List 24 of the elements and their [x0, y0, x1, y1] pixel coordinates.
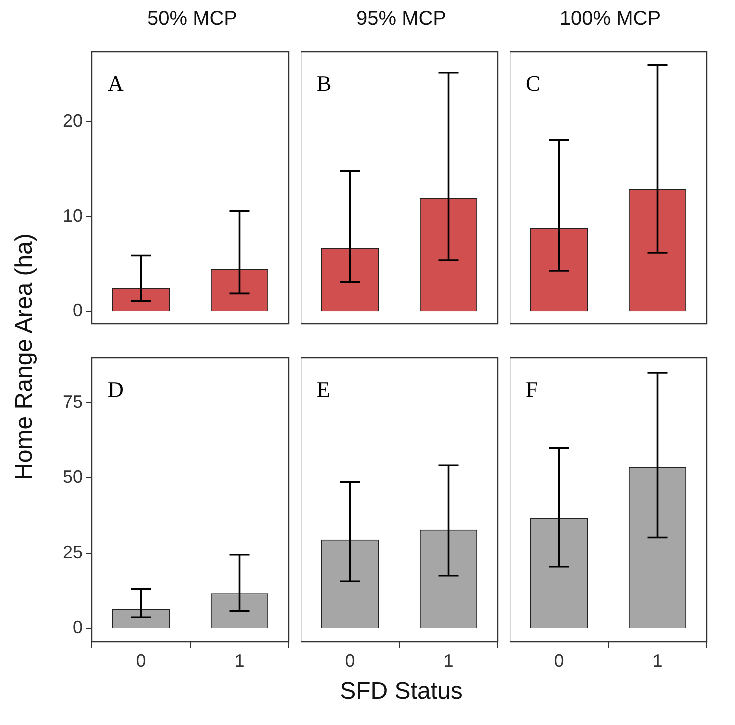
- y-tick-label: 50: [62, 467, 83, 488]
- x-tick-label: 0: [345, 650, 356, 671]
- x-axis-title: SFD Status: [339, 678, 464, 706]
- y-tick-label: 0: [72, 300, 83, 321]
- x-tick-label: 1: [234, 650, 245, 671]
- x-tick-label: 0: [136, 650, 146, 671]
- annotation: C: [526, 70, 541, 96]
- x-tick-label: 0: [554, 650, 564, 671]
- y-axis-title: Home Range Area (ha): [11, 234, 39, 480]
- x-tick-label: 1: [444, 650, 454, 671]
- chart-title: 50% MCP: [146, 8, 239, 32]
- annotation: A: [108, 70, 124, 96]
- y-tick-label: 10: [62, 206, 83, 226]
- annotation: B: [317, 70, 332, 96]
- y-tick-label: 75: [62, 392, 83, 412]
- y-tick-label: 25: [62, 542, 83, 562]
- chart-title: 95% MCP: [355, 8, 448, 32]
- y-tick-label: 20: [62, 111, 83, 132]
- y-tick-label: 0: [72, 617, 83, 638]
- annotation: F: [526, 376, 538, 402]
- chart-title: 100% MCP: [558, 8, 662, 32]
- annotation: D: [108, 376, 124, 402]
- x-tick-label: 1: [652, 650, 663, 671]
- annotation: E: [317, 376, 330, 402]
